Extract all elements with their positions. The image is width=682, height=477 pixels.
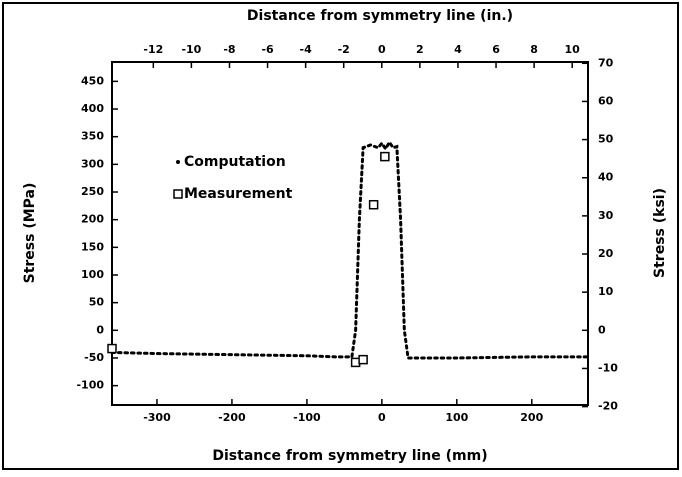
y2-tick-label: 50 — [598, 133, 614, 146]
y2-tick-label: 0 — [598, 323, 606, 336]
y-tick-label: 250 — [81, 185, 104, 198]
computation-line — [110, 139, 590, 360]
measurement-point — [368, 199, 379, 210]
y-tick-label: 0 — [96, 323, 104, 336]
x2-tick-label: 4 — [454, 43, 462, 56]
x2-tick-label: 0 — [378, 43, 386, 56]
x2-tick-label: -4 — [300, 43, 313, 56]
y-tick-label: 400 — [81, 102, 104, 115]
y-tick-label: -100 — [76, 379, 104, 392]
x-tick-label: -200 — [218, 411, 246, 424]
y-tick-label: 150 — [81, 240, 104, 253]
x2-tick-label: 10 — [565, 43, 581, 56]
plot-area — [111, 61, 589, 406]
x-axis-label: Distance from symmetry line (mm) — [212, 448, 487, 464]
x2-tick-label: 2 — [416, 43, 424, 56]
measurement-point — [380, 151, 390, 162]
x-tick-label: -300 — [143, 411, 171, 424]
legend-label: Computation — [184, 154, 286, 170]
x2-tick-label: 8 — [530, 43, 538, 56]
y-tick-label: 300 — [81, 157, 104, 170]
x2-tick-label: -10 — [181, 43, 201, 56]
measurement-point — [107, 343, 117, 354]
y2-tick-label: 10 — [598, 285, 614, 298]
x2-tick-label: -6 — [261, 43, 274, 56]
x2-tick-label: -8 — [223, 43, 235, 56]
y2-tick-label: 70 — [598, 56, 614, 69]
x2-tick-label: -12 — [143, 43, 163, 56]
y2-tick-label: 30 — [598, 209, 614, 222]
y-tick-label: 50 — [89, 296, 105, 309]
x-tick-label: 0 — [378, 411, 386, 424]
legend-label: Measurement — [184, 186, 293, 202]
y-tick-label: 100 — [81, 268, 104, 281]
y2-tick-label: -20 — [598, 400, 618, 413]
legend-swatch — [173, 189, 183, 199]
y-tick-label: 350 — [81, 130, 104, 143]
x-tick-label: 100 — [445, 411, 468, 424]
y2-tick-label: -10 — [598, 361, 618, 374]
y2-tick-label: 60 — [598, 94, 614, 107]
y2-tick-label: 20 — [598, 247, 614, 260]
x2-tick-label: -2 — [338, 43, 350, 56]
y-axis-label: Stress (MPa) — [22, 183, 38, 284]
y-tick-label: 200 — [81, 213, 104, 226]
x-tick-label: -100 — [293, 411, 321, 424]
x-tick-label: 200 — [520, 411, 543, 424]
y2-tick-label: 40 — [598, 171, 614, 184]
measurement-point — [358, 354, 368, 365]
x2-axis-label: Distance from symmetry line (in.) — [247, 8, 513, 24]
frame — [2, 2, 679, 470]
y-tick-label: -50 — [84, 351, 104, 364]
y2-axis-label: Stress (ksi) — [652, 188, 668, 278]
legend-swatch — [176, 160, 180, 164]
x2-tick-label: 6 — [492, 43, 500, 56]
y-tick-label: 450 — [81, 74, 104, 87]
